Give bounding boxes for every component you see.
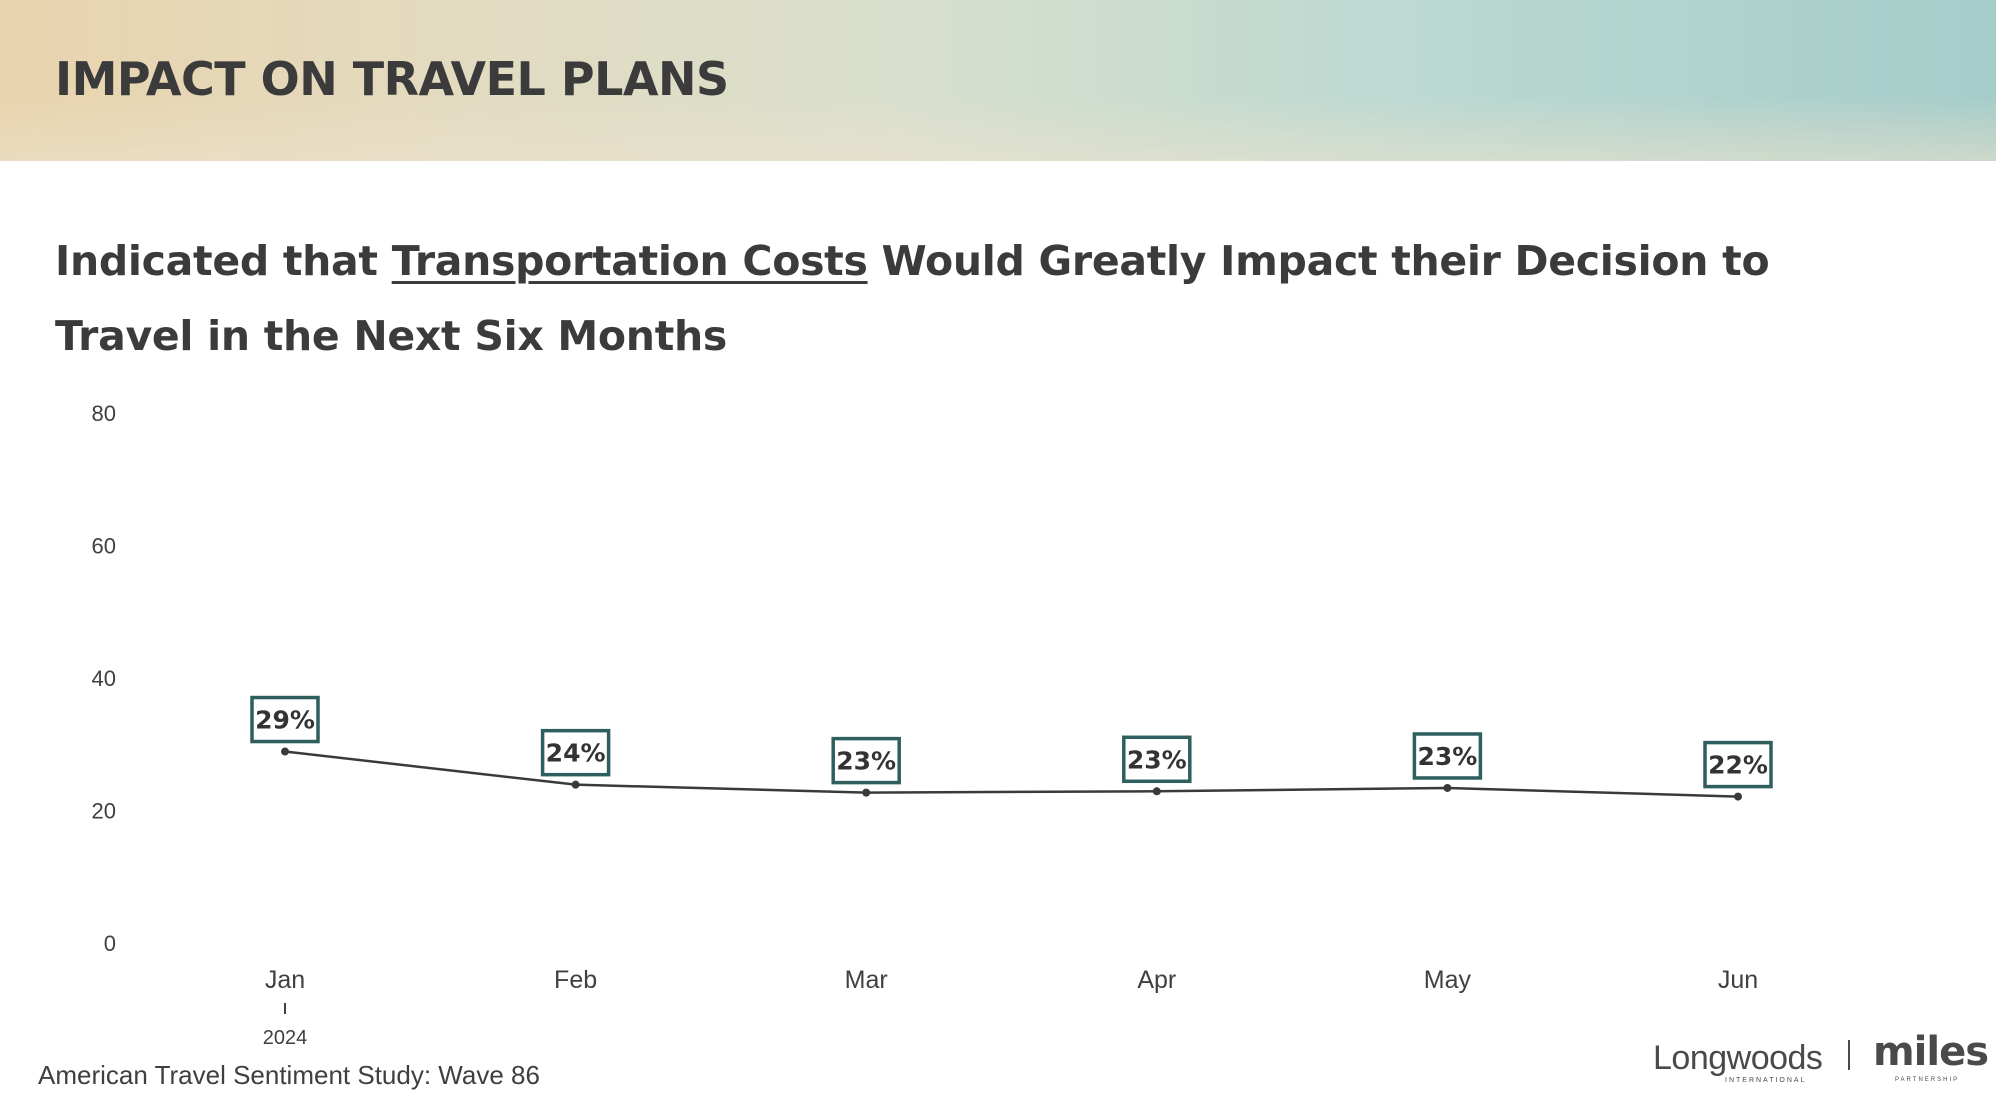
data-label: 22% — [1708, 751, 1768, 780]
data-label-box — [540, 728, 611, 777]
y-tick-label: 20 — [92, 799, 116, 824]
data-label: 23% — [1127, 745, 1187, 774]
data-point — [1152, 787, 1161, 796]
data-label-box — [1122, 735, 1192, 784]
miles-wordmark: miles — [1873, 1029, 1989, 1075]
data-point — [862, 788, 871, 797]
data-label-box — [831, 736, 901, 785]
data-point — [1443, 783, 1452, 792]
longwoods-subtext: INTERNATIONAL — [1725, 1077, 1807, 1084]
series-line — [284, 750, 1739, 798]
header-banner: IMPACT ON TRAVEL PLANS — [0, 0, 1996, 161]
series-line-group — [281, 747, 1742, 801]
logo-divider — [1848, 1040, 1850, 1070]
y-tick-label: 60 — [92, 534, 116, 559]
x-tick-label: Apr — [1137, 966, 1176, 994]
x-tick-label: Jan — [265, 966, 305, 994]
subtitle-prefix: Indicated that — [55, 237, 392, 285]
data-label: 23% — [1417, 742, 1477, 771]
page-title: IMPACT ON TRAVEL PLANS — [55, 52, 729, 106]
y-tick-label: 80 — [92, 401, 116, 426]
data-point — [571, 780, 580, 789]
miles-logo: miles PARTNERSHIP — [1873, 1029, 1989, 1085]
data-label: 23% — [836, 747, 896, 776]
data-label-box — [1412, 732, 1483, 780]
x-tick-label: Mar — [845, 966, 888, 994]
x-axis: Jan Feb Mar Apr May Jun 2024 — [263, 966, 1758, 1049]
y-tick-label: 40 — [92, 666, 116, 691]
subtitle-emphasis: Transportation Costs — [391, 237, 868, 285]
data-point — [281, 747, 289, 756]
data-label: 24% — [546, 739, 606, 768]
chart-subtitle: Indicated that Transportation Costs Woul… — [55, 224, 1815, 374]
y-axis: 0 20 40 60 80 — [92, 401, 116, 956]
data-labels: 29% 24% 23% 23% 23% 22% — [250, 695, 1773, 789]
data-point — [1734, 792, 1742, 801]
data-label-box — [1703, 740, 1773, 789]
year-label: 2024 — [263, 1027, 308, 1049]
y-tick-label: 0 — [104, 931, 116, 956]
source-note: American Travel Sentiment Study: Wave 86 — [38, 1060, 540, 1090]
longwoods-wordmark: Longwoods — [1653, 1039, 1823, 1077]
subtitle-suffix: Would Greatly Impact their Decision to T… — [55, 237, 1770, 360]
data-label: 29% — [255, 706, 315, 735]
data-label-box — [250, 695, 320, 744]
x-tick-label: Feb — [554, 966, 597, 994]
x-tick-label: Jun — [1718, 966, 1758, 994]
longwoods-logo: Longwoods INTERNATIONAL — [1653, 1039, 1828, 1089]
x-tick-label: May — [1424, 966, 1472, 994]
miles-subtext: PARTNERSHIP — [1895, 1077, 1960, 1083]
